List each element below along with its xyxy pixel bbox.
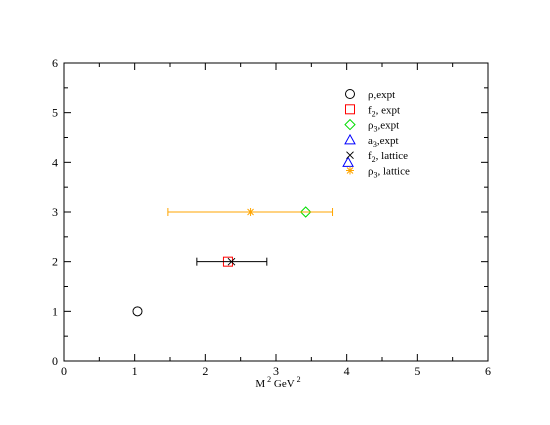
legend-marker — [345, 104, 355, 115]
x-tick-label: 0 — [61, 364, 67, 378]
legend-label: a3,expt — [368, 135, 399, 149]
x-tick-label: 4 — [344, 364, 350, 378]
y-tick-label: 4 — [52, 155, 58, 169]
legend-marker — [344, 118, 356, 131]
legend-label: ρ3, lattice — [368, 166, 410, 180]
data-point — [246, 208, 255, 216]
data-point — [132, 306, 143, 317]
data-points — [132, 156, 354, 317]
y-tick-label: 6 — [52, 56, 58, 70]
legend-marker — [346, 166, 354, 175]
x-tick-label: 3 — [273, 364, 279, 378]
y-tick-label: 0 — [52, 354, 58, 368]
x-tick-label: 5 — [414, 364, 420, 378]
data-point — [227, 257, 236, 266]
legend-label: ρ,expt — [368, 89, 395, 101]
data-point — [342, 156, 354, 167]
y-tick-label: 1 — [52, 304, 58, 318]
x-axis: 0 1 2 3 4 5 6 — [61, 63, 491, 378]
y-tick-label: 5 — [52, 106, 58, 120]
data-point — [299, 206, 312, 218]
legend-label: f2, lattice — [368, 150, 408, 164]
legend-label: f2, expt — [368, 104, 400, 118]
legend-marker — [346, 151, 354, 160]
y-tick-label: 2 — [52, 255, 58, 269]
x-tick-label: 6 — [485, 364, 491, 378]
x-tick-label: 1 — [132, 364, 138, 378]
x-tick-label: 2 — [202, 364, 208, 378]
legend-marker — [345, 89, 355, 99]
legend-marker — [344, 133, 356, 145]
y-axis: 0 1 2 3 4 5 6 — [52, 56, 488, 368]
legend-label: ρ3,expt — [368, 120, 399, 134]
y-tick-label: 3 — [52, 205, 58, 219]
